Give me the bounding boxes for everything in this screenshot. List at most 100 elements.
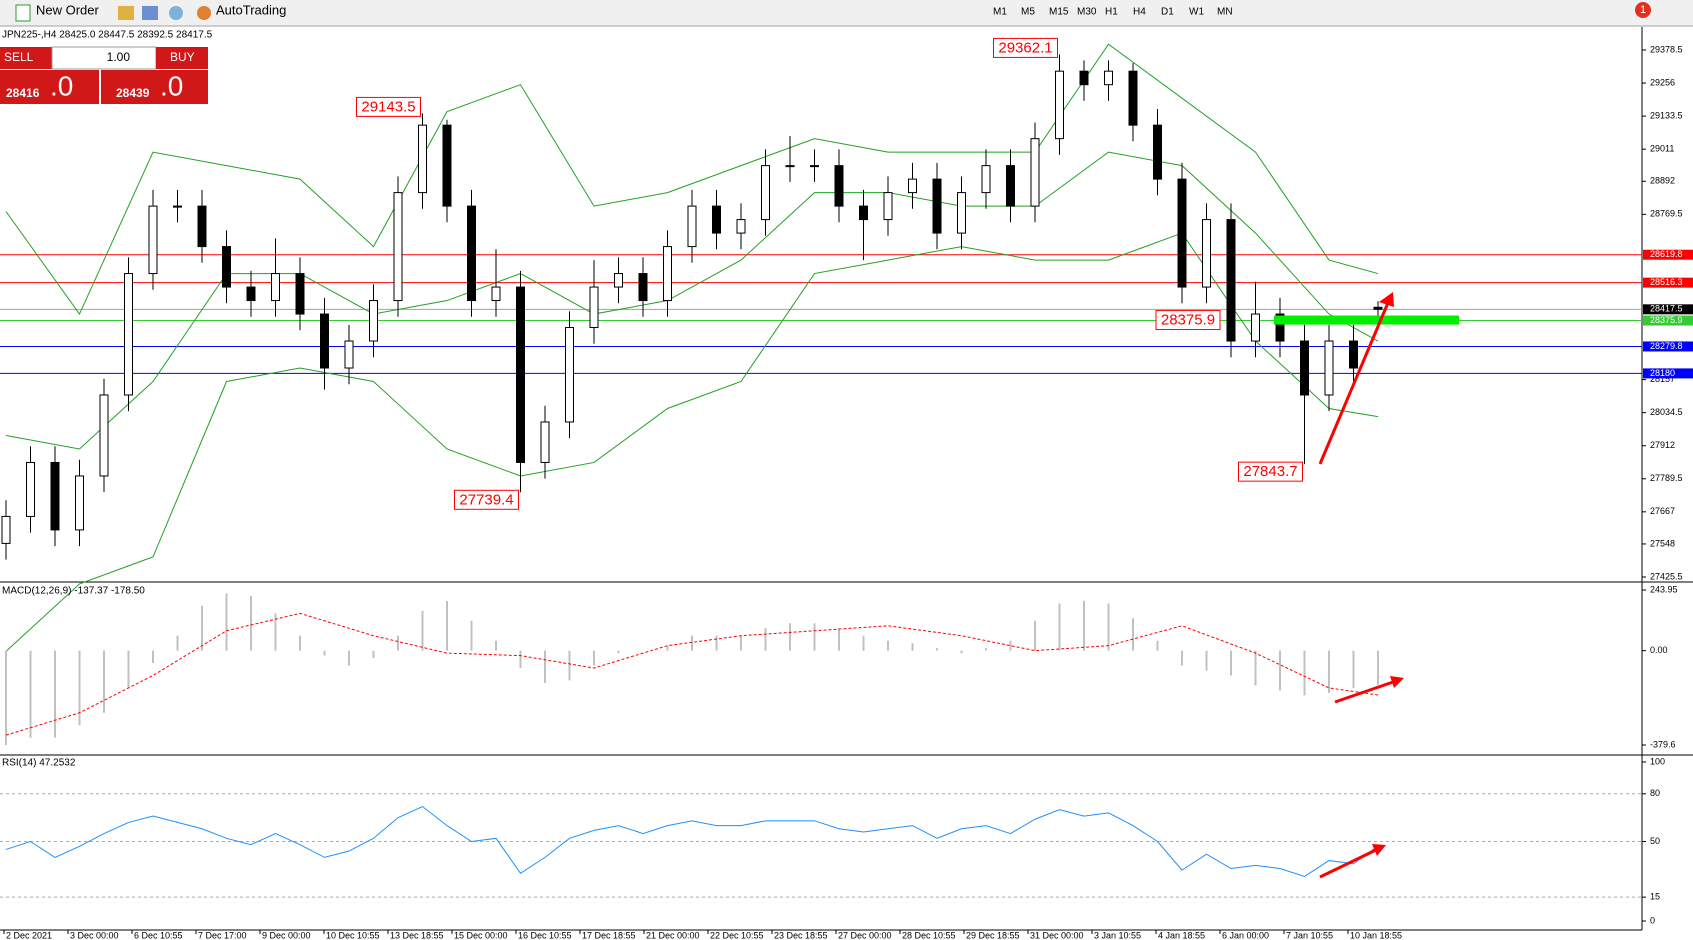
macd-signal [5, 612, 1379, 736]
candle-body [222, 246, 231, 288]
level-label: 28619.8 [1650, 249, 1683, 259]
toolbar [0, 0, 1693, 26]
y-tick-label: 27789.5 [1650, 473, 1683, 483]
arrow-head [1379, 292, 1394, 307]
arrow-head [1390, 676, 1404, 688]
tool-icon[interactable] [118, 6, 134, 20]
price-label-box [1238, 461, 1303, 482]
timeframe[interactable]: M15 [1049, 7, 1069, 18]
x-tick-label: 7 Jan 10:55 [1286, 930, 1333, 940]
sell-price-box[interactable] [0, 70, 99, 104]
y-tick-label: 28157 [1650, 374, 1675, 384]
candle-body [1226, 219, 1236, 342]
bollinger-lower [5, 232, 1379, 652]
level-label: 28516.3 [1650, 277, 1683, 287]
x-tick-label: 28 Dec 10:55 [902, 930, 956, 940]
candle-body [246, 286, 256, 302]
sell-price[interactable]: 28416 [6, 86, 40, 100]
x-tick-label: 10 Dec 10:55 [326, 930, 380, 940]
y-tick-label: 29011 [1650, 144, 1674, 154]
x-tick-label: 23 Dec 18:55 [774, 930, 828, 940]
buy-price-box[interactable] [101, 70, 208, 104]
new-order-icon[interactable] [15, 4, 31, 22]
candle-body [687, 205, 697, 248]
timeframe[interactable]: M30 [1077, 7, 1097, 18]
candle-body [810, 165, 819, 168]
x-tick-label: 6 Jan 00:00 [1222, 930, 1269, 940]
candle-body [589, 286, 599, 329]
candle-body [1300, 340, 1309, 396]
candle-body [75, 475, 84, 531]
buy-pips[interactable]: .0 [160, 70, 183, 101]
candle-body [932, 178, 942, 234]
notification-badge[interactable] [1635, 2, 1651, 18]
timeframe[interactable]: M1 [993, 7, 1007, 18]
timeframe[interactable]: MN [1217, 7, 1233, 18]
x-tick-label: 7 Dec 17:00 [198, 930, 247, 940]
y-tick-label: 80 [1650, 788, 1660, 798]
timeframe[interactable]: M5 [1021, 7, 1035, 18]
level-label: 28375.9 [1650, 315, 1683, 325]
price-label-box [356, 96, 421, 117]
y-tick-label: 15 [1650, 892, 1660, 902]
y-tick-label: 27667 [1650, 506, 1675, 516]
sell-button[interactable] [0, 47, 52, 69]
level-label-bg [1643, 315, 1693, 326]
tool-icon[interactable] [142, 6, 158, 20]
candle-body [1104, 70, 1113, 86]
candle-body [369, 300, 378, 342]
candle-body [1006, 165, 1015, 207]
new-order[interactable]: New Order [36, 2, 100, 17]
candle-body [393, 192, 403, 302]
buy-button[interactable] [156, 47, 208, 69]
y-tick-label: 29378.5 [1650, 44, 1683, 54]
candle-body [883, 192, 893, 221]
candle-body [957, 192, 966, 234]
y-tick-label: 0.00 [1650, 645, 1668, 655]
candle-body [516, 286, 525, 463]
x-tick-label: 27 Dec 00:00 [838, 930, 892, 940]
candle-body [467, 205, 476, 302]
candle-body [99, 394, 109, 477]
bollinger-upper [5, 43, 1379, 316]
timeframe[interactable]: H4 [1133, 7, 1146, 18]
timeframe[interactable]: H1 [1105, 7, 1118, 18]
panel-title: RSI(14) 47.2532 [2, 758, 76, 769]
x-tick-label: 4 Jan 18:55 [1158, 930, 1205, 940]
lot-input[interactable] [51, 46, 157, 70]
y-tick-label: -379.6 [1650, 739, 1676, 749]
timeframe[interactable]: D1 [1161, 7, 1174, 18]
candle-body [1055, 70, 1064, 140]
price-label-box [1155, 310, 1221, 331]
tool-icon[interactable] [169, 6, 183, 20]
x-tick-label: 16 Dec 10:55 [518, 930, 572, 940]
candle-body [981, 165, 991, 194]
candle-body [565, 327, 574, 423]
x-tick-label: 6 Dec 10:55 [134, 930, 183, 940]
level-label: 28180 [1650, 368, 1675, 378]
notification-count[interactable]: 1 [1640, 4, 1646, 16]
buy-label[interactable]: BUY [170, 50, 195, 64]
candle-body [736, 219, 746, 234]
candle-body [271, 273, 280, 302]
x-tick-label: 22 Dec 10:55 [710, 930, 764, 940]
candle-body [295, 273, 305, 315]
candle-body [761, 165, 770, 221]
timeframe[interactable]: W1 [1189, 7, 1204, 18]
autotrading[interactable]: AutoTrading [216, 2, 286, 17]
trend-arrow [1318, 297, 1392, 465]
buy-price[interactable]: 28439 [116, 86, 150, 100]
candle-body [1324, 340, 1334, 396]
trade-panel: SELL 1.00 BUY 28416 .0 28439 .0 [0, 46, 208, 104]
arrow-head [1372, 844, 1386, 856]
autotrading-icon[interactable] [197, 6, 211, 20]
candle-body [197, 205, 207, 248]
sell-pips[interactable]: .0 [50, 70, 73, 101]
candle-body [148, 205, 158, 275]
sell-label[interactable]: SELL [4, 50, 34, 64]
lot-value[interactable]: 1.00 [107, 50, 131, 64]
price-label-box [993, 37, 1058, 58]
x-tick-label: 15 Dec 00:00 [454, 930, 508, 940]
